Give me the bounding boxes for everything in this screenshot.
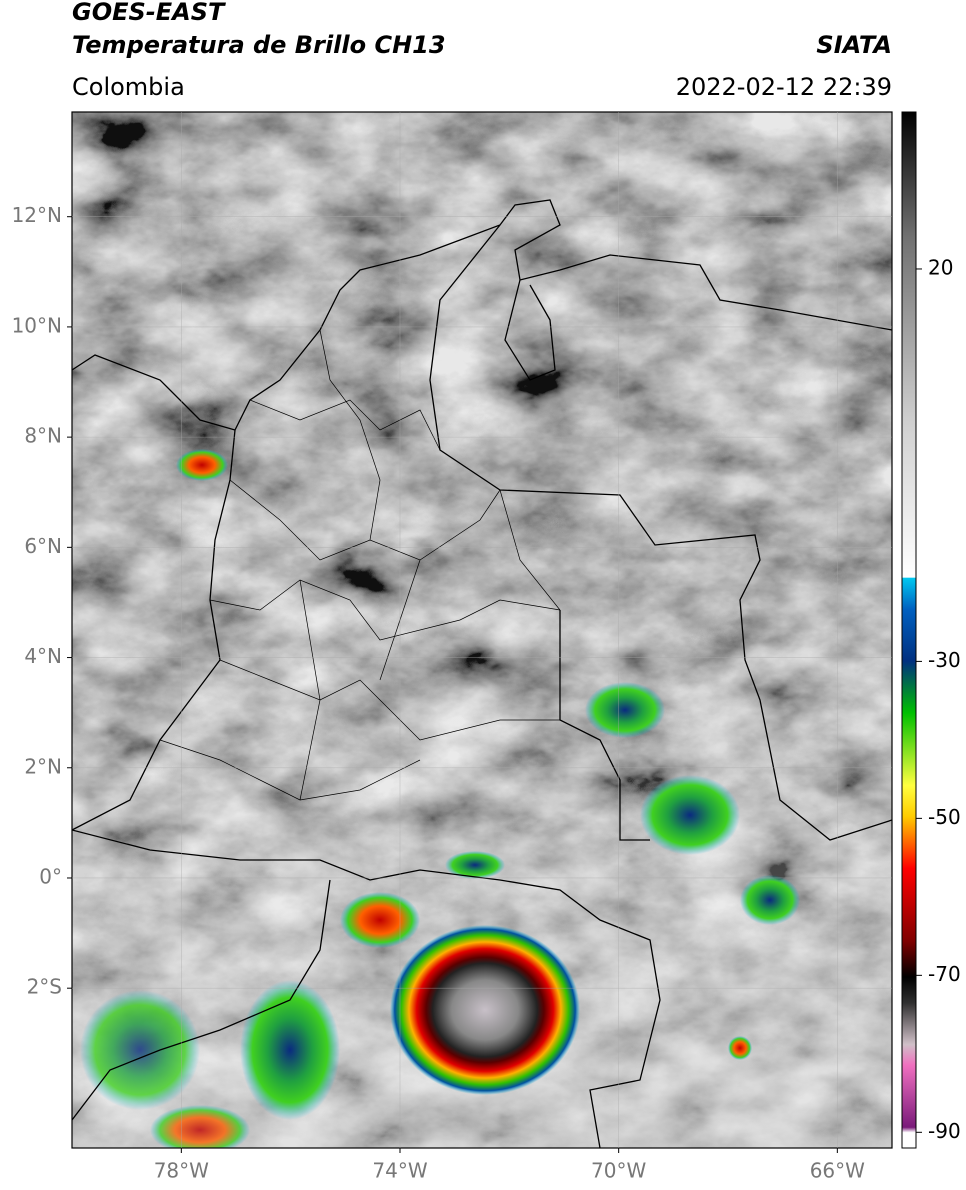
graticule [72, 112, 892, 1148]
colorbar [901, 111, 917, 1149]
source: SIATA [816, 31, 892, 59]
lat-tick-label: 2°S [27, 975, 62, 999]
colorbar-tick-label: -50 [928, 805, 961, 829]
map-frame [71, 111, 893, 1149]
lake [504, 279, 556, 381]
storm-cell [80, 990, 200, 1110]
internal-border [559, 610, 650, 841]
datetime: 2022-02-12 22:39 [676, 73, 892, 101]
colorbar-tick-label: -30 [928, 648, 961, 672]
axis-ticks: 12°N 10°N 8°N 6°N 4°N 2°N 0° 2°S 78°W 74°W 70°W 66°… [12, 203, 866, 1182]
storm-cell [340, 892, 420, 948]
storm-cell [740, 875, 800, 925]
colorbar-tick-label: -70 [928, 962, 961, 986]
storm-cell [240, 980, 340, 1120]
lat-tick-label: 0° [39, 864, 62, 888]
border-venezuela [429, 224, 892, 841]
lon-tick-label: 74°W [372, 1159, 427, 1183]
subtitle: Temperatura de Brillo CH13 [72, 31, 446, 59]
lat-tick-label: 10°N [12, 313, 62, 337]
lat-tick-label: 2°N [24, 754, 62, 778]
colorbar-tick-label: 20 [928, 255, 953, 279]
satellite-image [72, 112, 892, 1148]
border-ecuador-peru [72, 879, 331, 1121]
storm-cell [150, 1105, 250, 1148]
lat-tick-label: 8°N [24, 424, 62, 448]
storm-cell [445, 851, 505, 879]
storm-cell [176, 449, 228, 481]
storm-cell [585, 682, 665, 738]
lon-tick-label: 78°W [154, 1159, 209, 1183]
colorbar-tick-label: -90 [928, 1119, 961, 1143]
storm-core [390, 925, 580, 1095]
title: GOES-EAST [72, 0, 226, 26]
lat-tick-label: 4°N [24, 644, 62, 668]
lon-tick-label: 70°W [591, 1159, 646, 1183]
departments [159, 329, 561, 801]
storm-cell [728, 1036, 752, 1060]
storm-cell [640, 775, 740, 855]
region: Colombia [72, 73, 185, 101]
border-south [72, 829, 661, 1148]
lon-tick-label: 66°W [810, 1159, 865, 1183]
lat-tick-label: 12°N [12, 203, 62, 227]
lat-tick-label: 6°N [24, 534, 62, 558]
colorbar-ticks: 20 -30 -50 -70 -90 [916, 255, 961, 1143]
